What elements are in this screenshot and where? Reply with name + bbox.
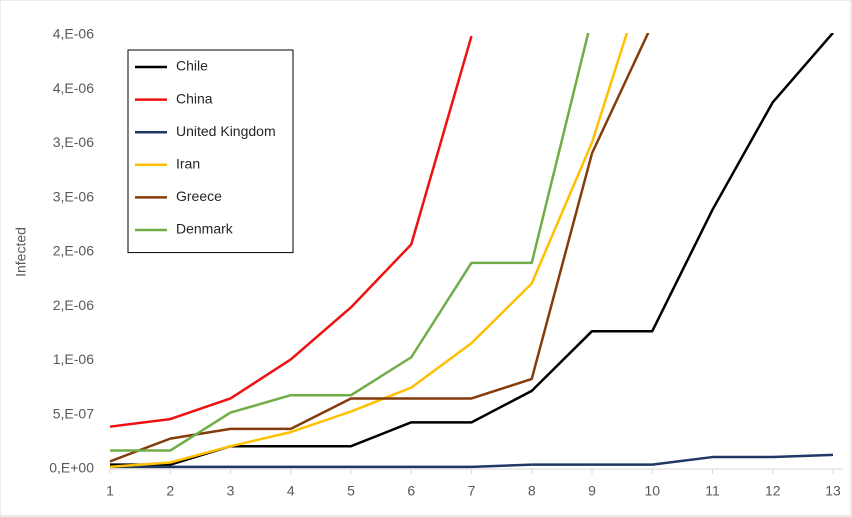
x-tick-label: 13 xyxy=(825,483,841,499)
x-tick-label: 5 xyxy=(347,483,355,499)
legend-label: China xyxy=(176,90,213,106)
x-tick-label: 6 xyxy=(407,483,415,499)
x-tick-label: 4 xyxy=(287,483,295,499)
series-line xyxy=(109,33,650,463)
x-tick-label: 8 xyxy=(528,483,536,499)
y-tick-label: 2,E-06 xyxy=(53,297,94,313)
x-tick-label: 3 xyxy=(227,483,235,499)
y-tick-label: 4,E-06 xyxy=(53,26,94,42)
y-tick-label: 0,E+00 xyxy=(49,460,94,476)
y-tick-label: 5,E-07 xyxy=(53,405,94,421)
legend-label: Greece xyxy=(176,188,222,204)
x-tick-label: 7 xyxy=(468,483,476,499)
x-tick-label: 11 xyxy=(705,483,720,499)
x-tick-label: 1 xyxy=(106,483,114,499)
legend-label: United Kingdom xyxy=(176,123,276,139)
series-line xyxy=(110,453,834,469)
x-tick-label: 12 xyxy=(765,483,781,499)
plot-area xyxy=(109,33,834,469)
y-tick-label: 3,E-06 xyxy=(53,188,94,204)
y-axis-label: Infected xyxy=(13,227,29,277)
y-tick-label: 4,E-06 xyxy=(53,80,94,96)
legend: Chile China United Kingdom Iran Greece Denmar… xyxy=(127,49,294,254)
y-tick-label: 2,E-06 xyxy=(53,243,94,259)
legend-label: Iran xyxy=(176,156,200,172)
series-line xyxy=(109,35,473,428)
y-tick-label: 1,E-06 xyxy=(53,351,94,367)
series-line xyxy=(110,33,590,452)
legend-box xyxy=(127,49,294,254)
x-tick-label: 10 xyxy=(644,483,660,499)
x-tick-label: 2 xyxy=(166,483,174,499)
legend-label: Chile xyxy=(176,58,208,74)
y-tick-label: 3,E-06 xyxy=(53,134,94,150)
legend-label: Denmark xyxy=(176,221,234,237)
x-tick-label: 9 xyxy=(588,483,596,499)
